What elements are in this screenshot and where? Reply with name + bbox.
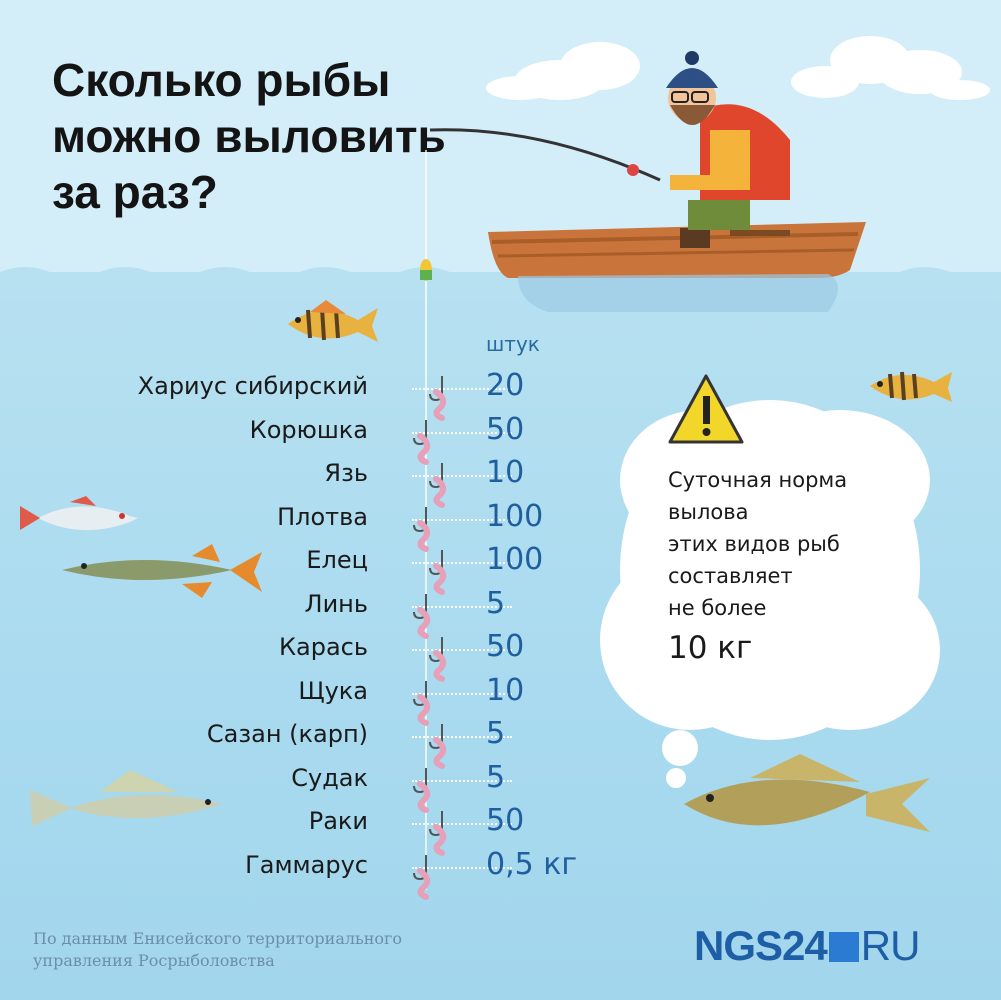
pike-fish [62,544,262,598]
warning-icon [668,374,744,444]
dotted-leader [412,518,512,521]
dotted-leader [412,736,512,738]
list-item: Хариус сибирский 20 [40,366,600,421]
limit-value: 50 [486,803,525,838]
title-line-1: Сколько рыбы [52,54,391,106]
fish-name: Линь [304,589,368,618]
list-item: Линь 5 [40,584,600,639]
list-item: Плотва 100 [40,497,600,552]
limit-value: 50 [486,629,525,664]
dotted-leader [412,823,512,825]
dotted-leader [412,779,512,782]
hook-worm-icon [413,593,431,639]
dotted-leader [412,692,512,695]
list-item: Раки 50 [40,801,600,856]
hook-worm-icon [429,550,447,595]
list-item: Елец 100 [40,540,600,595]
hook-worm-icon [429,811,447,856]
roach-fish [20,496,138,531]
fish-name: Раки [308,807,368,835]
fish-name: Корюшка [249,415,368,444]
list-item: Карась 50 [40,627,600,682]
title-line-3: за раз? [52,166,218,218]
hook-worm-icon [413,419,431,465]
limit-value: 5 [486,759,506,795]
carp-fish [684,754,930,832]
note-line-5: не более [668,596,767,620]
note-amount: 10 кг [668,630,753,666]
float-bobber [420,259,432,281]
source-caption: По данным Енисейского территориального у… [33,928,402,972]
list-item: Корюшка 50 [40,410,600,465]
title-line-2: можно выловить [52,110,446,162]
source-line-1: По данным Енисейского территориального [33,929,403,948]
hook-worm-icon [429,637,447,682]
dotted-leader [412,605,512,608]
limit-value: 10 [486,672,525,708]
note-line-1: Суточная норма [668,468,848,492]
hook-worm-icon [413,854,431,900]
hook-worm-icon [429,463,447,508]
page-title: Сколько рыбы можно выловить за раз? [52,52,532,220]
note-line-2: вылова [668,500,749,524]
limit-value: 100 [486,498,544,534]
list-item: Язь 10 [40,453,600,508]
limit-value: 100 [486,542,544,577]
perch-fish-right [870,371,952,402]
fish-name: Щука [298,676,368,705]
hook-worm-icon [429,724,447,769]
hook-worm-icon [413,506,431,552]
dotted-leader [412,431,512,434]
fish-name: Судак [291,763,368,792]
note-line-4: составляет [668,564,793,588]
logo-square-icon [828,932,859,962]
unit-label: штук [486,332,540,356]
list-item: Щука 10 [40,671,600,726]
fish-name: Хариус сибирский [137,372,368,400]
ngs24-logo[interactable]: NGS24 RU [694,922,921,969]
hook-worm-icon [413,767,431,813]
dotted-leader [412,649,512,651]
fish-name: Гаммарус [245,850,368,879]
zander-fish [30,770,222,826]
logo-right: RU [860,922,921,969]
limit-value: 10 [486,455,525,490]
dotted-leader [412,562,512,564]
list-item: Гаммарус 0,5 кг [40,845,600,900]
hook-worm-icon [429,376,447,421]
limit-value: 5 [486,585,506,621]
limit-value: 0,5 кг [486,846,578,882]
fishing-rod [429,128,661,182]
cloud-bubble [600,400,940,788]
logo-left: NGS24 [694,922,828,969]
limit-value: 5 [486,716,506,751]
perch-fish [288,300,378,342]
hook-worm-icon [413,680,431,726]
dotted-leader [412,475,512,477]
fish-name: Язь [324,459,368,487]
limit-value: 50 [486,411,525,447]
fish-limit-list: Хариус сибирский 20 Корюшка 50 Язь 10 Плотва 10… [40,366,600,900]
limit-value: 20 [486,368,525,403]
source-line-2: управления Росрыболовства [33,951,275,970]
dotted-leader [412,866,512,869]
sky-clouds [486,36,990,100]
fish-name: Плотва [277,502,368,531]
note-line-3: этих видов рыб [668,532,840,556]
fisherman [666,51,790,248]
fish-name: Карась [278,633,368,661]
fish-name: Елец [306,546,368,574]
list-item: Судак 5 [40,758,600,813]
daily-limit-note: Суточная норма вылова этих видов рыб сос… [668,464,908,670]
fish-name: Сазан (карп) [206,720,368,748]
dotted-leader [412,388,512,390]
list-item: Сазан (карп) 5 [40,714,600,769]
